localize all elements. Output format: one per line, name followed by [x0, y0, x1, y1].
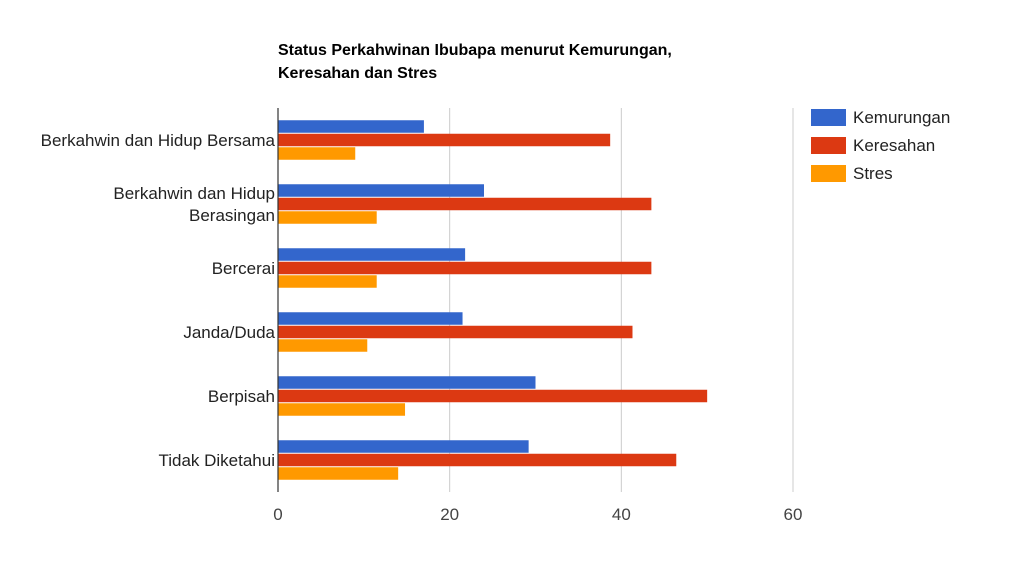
category-label: Berkahwin dan Hidup: [113, 184, 275, 203]
category-label: Janda/Duda: [183, 323, 275, 342]
legend-label-keresahan: Keresahan: [853, 136, 935, 155]
bar-stres: [278, 467, 399, 480]
bar-stres: [278, 403, 406, 416]
bar-stres: [278, 211, 377, 224]
bars: [278, 120, 708, 480]
bar-kemurungan: [278, 312, 463, 325]
x-tick-label: 20: [440, 505, 459, 524]
bar-keresahan: [278, 389, 708, 403]
bar-keresahan: [278, 133, 611, 147]
bar-keresahan: [278, 453, 677, 467]
category-label: Bercerai: [212, 259, 275, 278]
chart-title: Status Perkahwinan Ibubapa menurut Kemur…: [278, 42, 672, 82]
legend-swatch-kemurungan: [811, 109, 846, 126]
category-label: Tidak Diketahui: [158, 451, 275, 470]
legend-swatch-stres: [811, 165, 846, 182]
category-labels: Berkahwin dan Hidup Bersama Berkahwin dan…: [41, 131, 276, 470]
bar-stres: [278, 275, 377, 288]
grid: [449, 108, 794, 492]
chart-title-line-2: Keresahan dan Stres: [278, 65, 437, 82]
bar-stres: [278, 339, 368, 352]
x-tick-label: 0: [273, 505, 282, 524]
x-tick-labels: 0 20 40 60: [273, 505, 802, 524]
legend-label-stres: Stres: [853, 164, 893, 183]
category-label: Berasingan: [189, 206, 275, 225]
category-label: Berkahwin dan Hidup Bersama: [41, 131, 276, 150]
bar-keresahan: [278, 197, 652, 211]
bar-keresahan: [278, 325, 633, 339]
category-label: Berpisah: [208, 387, 275, 406]
bar-stres: [278, 147, 356, 160]
legend-label-kemurungan: Kemurungan: [853, 108, 950, 127]
bar-keresahan: [278, 261, 652, 275]
bar-kemurungan: [278, 248, 466, 261]
x-tick-label: 40: [612, 505, 631, 524]
bar-kemurungan: [278, 184, 484, 197]
chart-title-line-1: Status Perkahwinan Ibubapa menurut Kemur…: [278, 42, 672, 59]
bar-kemurungan: [278, 376, 536, 389]
x-tick-label: 60: [784, 505, 803, 524]
legend: Kemurungan Keresahan Stres: [811, 108, 950, 183]
bar-kemurungan: [278, 440, 529, 453]
bar-kemurungan: [278, 120, 424, 133]
legend-swatch-keresahan: [811, 137, 846, 154]
